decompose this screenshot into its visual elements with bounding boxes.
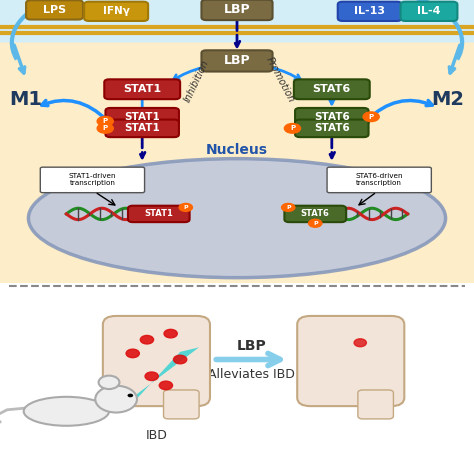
Ellipse shape [24, 397, 109, 426]
Text: Promotion: Promotion [264, 55, 296, 104]
Text: IL-4: IL-4 [417, 6, 441, 16]
Text: P: P [290, 125, 295, 131]
Polygon shape [135, 347, 199, 401]
Circle shape [282, 203, 295, 212]
Text: STAT6: STAT6 [301, 209, 329, 218]
Text: P: P [313, 221, 318, 226]
Text: STAT6: STAT6 [313, 84, 351, 94]
Circle shape [173, 355, 187, 364]
Text: STAT1: STAT1 [124, 112, 160, 122]
Text: STAT6: STAT6 [314, 112, 350, 122]
Text: IBD: IBD [146, 429, 167, 442]
FancyBboxPatch shape [401, 2, 457, 21]
FancyBboxPatch shape [128, 206, 190, 222]
Text: Nucleus: Nucleus [206, 143, 268, 157]
Text: STAT1: STAT1 [145, 209, 173, 218]
Text: IL-13: IL-13 [354, 6, 385, 16]
FancyBboxPatch shape [327, 167, 431, 193]
FancyBboxPatch shape [337, 2, 402, 21]
Circle shape [97, 123, 113, 133]
FancyBboxPatch shape [201, 50, 273, 72]
Text: STAT1-driven
transcription: STAT1-driven transcription [69, 173, 116, 186]
Text: P: P [103, 125, 108, 131]
Text: M1: M1 [9, 90, 43, 109]
FancyBboxPatch shape [0, 14, 474, 283]
Circle shape [179, 203, 192, 212]
Circle shape [164, 329, 177, 338]
Text: LBP: LBP [224, 54, 250, 68]
Text: STAT6: STAT6 [314, 123, 350, 133]
Text: STAT1: STAT1 [123, 84, 161, 94]
Text: M2: M2 [431, 90, 465, 109]
Circle shape [140, 335, 154, 344]
FancyBboxPatch shape [295, 120, 369, 137]
Text: Inhibition: Inhibition [182, 58, 211, 104]
Circle shape [95, 386, 137, 413]
FancyBboxPatch shape [201, 0, 273, 20]
Circle shape [159, 381, 173, 390]
Text: Alleviates IBD: Alleviates IBD [208, 368, 295, 381]
Text: STAT1: STAT1 [124, 123, 160, 133]
Circle shape [126, 349, 139, 358]
Circle shape [284, 123, 301, 133]
FancyBboxPatch shape [284, 206, 346, 222]
FancyBboxPatch shape [26, 0, 83, 20]
FancyBboxPatch shape [106, 108, 179, 126]
FancyBboxPatch shape [358, 390, 393, 419]
Text: P: P [103, 118, 108, 124]
FancyBboxPatch shape [106, 120, 179, 137]
Circle shape [99, 376, 119, 389]
Text: LPS: LPS [43, 5, 66, 15]
Circle shape [97, 117, 113, 126]
Circle shape [128, 393, 133, 397]
FancyBboxPatch shape [104, 80, 180, 99]
FancyBboxPatch shape [295, 108, 369, 126]
Circle shape [363, 112, 379, 122]
Text: P: P [286, 205, 291, 210]
Ellipse shape [28, 159, 446, 278]
FancyBboxPatch shape [40, 167, 145, 193]
Text: P: P [183, 205, 188, 210]
Text: LBP: LBP [237, 339, 266, 353]
FancyBboxPatch shape [103, 316, 210, 406]
Text: STAT6-driven
transcription: STAT6-driven transcription [356, 173, 403, 186]
Text: P: P [369, 114, 374, 120]
FancyBboxPatch shape [164, 390, 199, 419]
Text: LBP: LBP [224, 3, 250, 16]
Circle shape [145, 372, 158, 381]
Circle shape [309, 219, 322, 227]
FancyBboxPatch shape [294, 80, 370, 99]
FancyBboxPatch shape [297, 316, 404, 406]
Circle shape [354, 339, 366, 347]
FancyBboxPatch shape [0, 0, 474, 43]
FancyBboxPatch shape [84, 2, 148, 21]
Text: IFNγ: IFNγ [103, 6, 129, 16]
